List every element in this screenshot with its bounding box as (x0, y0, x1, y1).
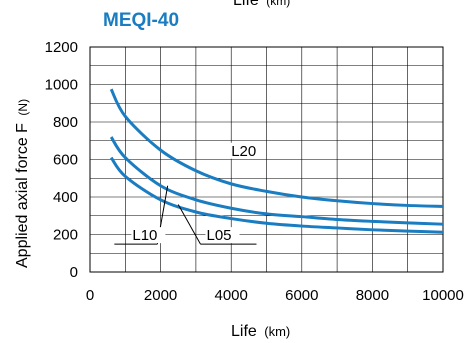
x-tick-label: 6000 (285, 287, 318, 304)
series-line-l20 (109, 88, 444, 208)
annotation-label-l10: L10 (132, 227, 157, 244)
y-tick-labels: 0 200 400 600 800 1000 1200 (45, 39, 78, 281)
series-curves (109, 88, 444, 234)
y-tick-label: 0 (70, 264, 78, 281)
y-tick-label: 400 (53, 189, 78, 206)
annotation-leader (177, 204, 201, 245)
top-label: Life (km) (233, 0, 290, 9)
y-tick-label: 200 (53, 227, 78, 244)
y-axis-label: Applied axial force F (N) (14, 99, 31, 268)
plot-frame (89, 46, 444, 273)
y-tick-label: 1200 (45, 39, 78, 56)
curve-annotations: L20 L10 L05 (114, 142, 260, 245)
chart-title: MEQI-40 (103, 10, 179, 31)
y-tick-label: 600 (53, 152, 78, 169)
x-tick-label: 2000 (144, 287, 177, 304)
y-tick-label: 1000 (45, 77, 78, 94)
annotation-background (205, 227, 240, 244)
x-tick-labels: 0 2000 4000 6000 8000 10000 (86, 287, 464, 304)
annotation-background (131, 227, 166, 244)
x-tick-label: 10000 (422, 287, 464, 304)
series-line-l10 (109, 136, 444, 226)
x-tick-label: 4000 (215, 287, 248, 304)
annotation-label-l20: L20 (231, 143, 256, 160)
y-tick-label: 800 (53, 114, 78, 131)
annotation-background (229, 142, 260, 159)
x-tick-label: 0 (86, 287, 94, 304)
x-axis-label: Life (km) (231, 323, 290, 340)
annotation-label-l05: L05 (206, 227, 231, 244)
x-tick-label: 8000 (356, 287, 389, 304)
series-line-l05 (109, 156, 444, 234)
